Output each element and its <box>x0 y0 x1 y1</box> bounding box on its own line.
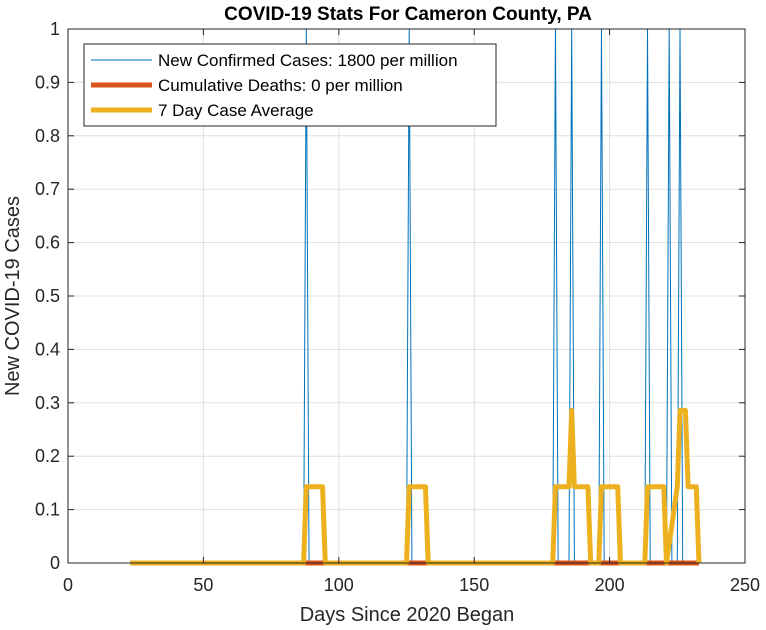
y-tick-label: 0.5 <box>35 286 60 306</box>
legend-box <box>83 43 497 127</box>
x-tick-label: 150 <box>459 575 489 595</box>
x-tick-label: 0 <box>63 575 73 595</box>
y-tick-label: 0.4 <box>35 339 60 359</box>
y-tick-label: 0.1 <box>35 500 60 520</box>
y-tick-label: 1 <box>50 19 60 39</box>
y-tick-label: 0 <box>50 553 60 573</box>
chart-title: COVID-19 Stats For Cameron County, PA <box>224 4 592 25</box>
tick-labels: 0 50 100 150 200 250 0 0.1 0.2 0.3 0.4 0.5 0.6 0.7 0.8… <box>35 19 760 595</box>
x-axis-label: Days Since 2020 Began <box>300 604 515 626</box>
y-tick-label: 0.3 <box>35 393 60 413</box>
y-tick-label: 0.7 <box>35 179 60 199</box>
y-tick-label: 0.6 <box>35 233 60 253</box>
y-axis-label: New COVID-19 Cases <box>2 196 24 396</box>
x-tick-label: 100 <box>324 575 354 595</box>
y-tick-label: 0.2 <box>35 446 60 466</box>
series-line-7-day-average <box>130 407 702 566</box>
y-tick-label: 0.9 <box>35 72 60 92</box>
x-tick-label: 50 <box>193 575 213 595</box>
legend-entry: Cumulative Deaths: 0 per million <box>158 76 403 95</box>
legend: New Confirmed Cases: 1800 per million Cum… <box>83 43 497 127</box>
legend-entry: New Confirmed Cases: 1800 per million <box>158 51 458 70</box>
legend-entry: 7 Day Case Average <box>158 101 314 120</box>
x-tick-label: 250 <box>730 575 760 595</box>
y-tick-label: 0.8 <box>35 126 60 146</box>
x-tick-label: 200 <box>595 575 625 595</box>
